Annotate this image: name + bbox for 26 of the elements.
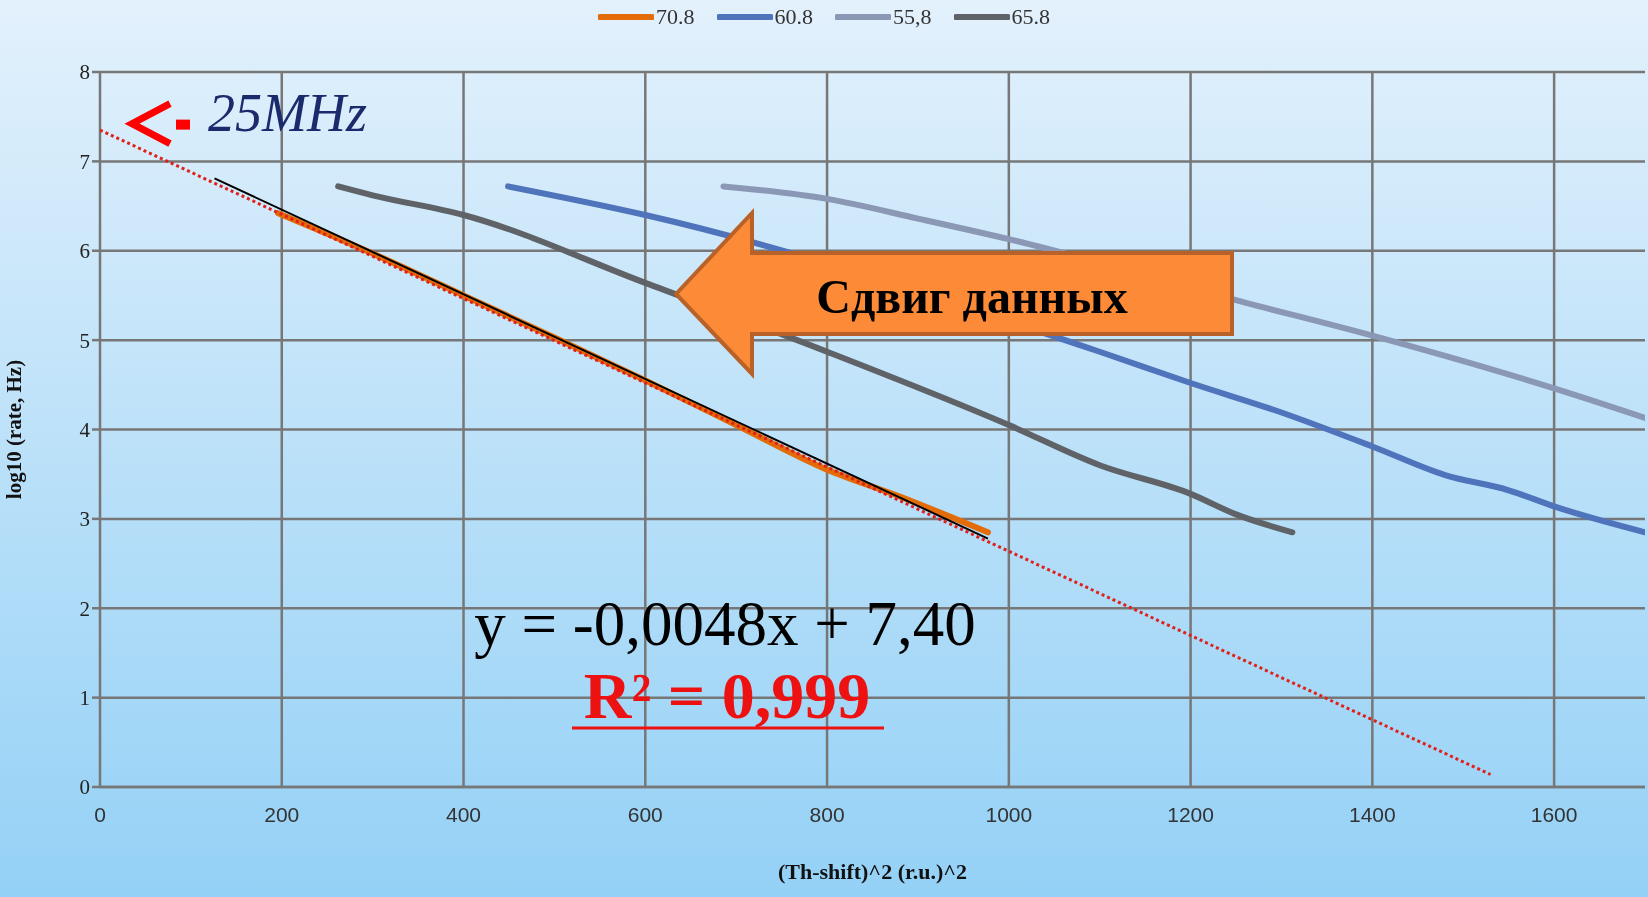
y-tick-label: 6 — [79, 239, 90, 264]
y-tick-label: 4 — [79, 417, 91, 442]
legend-label: 70.8 — [656, 4, 695, 30]
x-tick-label: 1200 — [1167, 802, 1214, 826]
y-tick-label: 7 — [79, 149, 90, 174]
y-tick-label: 1 — [79, 686, 90, 711]
annotation: y = -0,0048x + 7,40 — [474, 589, 976, 659]
legend-label: 55,8 — [893, 4, 932, 30]
y-tick-label: 2 — [79, 596, 90, 621]
annotation: Сдвиг данных — [816, 270, 1128, 323]
x-axis-title: (Th-shift)^2 (r.u.)^2 — [777, 859, 968, 884]
y-tick-label: 0 — [79, 775, 90, 800]
y-tick-label: 5 — [79, 328, 90, 353]
x-tick-label: 600 — [627, 802, 663, 826]
x-tick-label: 800 — [809, 802, 845, 826]
x-tick-label: 400 — [446, 802, 482, 826]
y-tick-label: 3 — [79, 507, 90, 532]
x-tick-label: 200 — [264, 802, 300, 826]
y-tick-label: 8 — [79, 60, 90, 85]
legend-label: 60.8 — [774, 4, 813, 30]
x-tick-label: 1600 — [1530, 802, 1578, 826]
y-axis-title: log10 (rate, Hz) — [2, 359, 27, 500]
legend-label: 65.8 — [1011, 4, 1050, 30]
x-tick-label: 1400 — [1348, 802, 1396, 826]
x-tick-label: 1000 — [985, 802, 1033, 826]
x-tick-label: 0 — [94, 802, 106, 826]
